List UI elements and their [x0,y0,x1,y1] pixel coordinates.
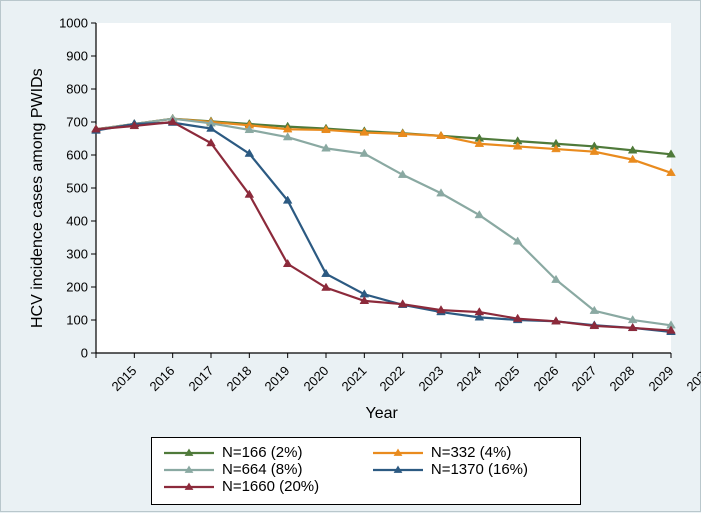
y-tick-label: 900 [48,49,88,64]
y-tick-label: 700 [48,115,88,130]
legend-item: N=664 (8%) [162,461,371,478]
series-marker-s4 [322,269,331,276]
legend-item: N=1660 (20%) [162,478,377,495]
y-tick-label: 500 [48,181,88,196]
y-axis-title: HCV incidence cases among PWIDs [29,68,47,328]
legend-item: N=332 (4%) [371,444,570,461]
y-tick-label: 600 [48,148,88,163]
legend-label: N=1370 (16%) [431,461,528,478]
chart-frame: 0100200300400500600700800900100020152016… [0,0,701,512]
legend-swatch [162,446,216,460]
legend-label: N=332 (4%) [431,444,511,461]
y-tick-label: 0 [48,346,88,361]
y-tick-label: 100 [48,313,88,328]
legend-swatch [371,446,425,460]
series-line-s3 [96,119,671,326]
y-tick-label: 800 [48,82,88,97]
y-tick-label: 1000 [48,16,88,31]
legend: N=166 (2%) N=332 (4%) N=664 (8%) N=1370 (16… [151,437,581,505]
legend-label: N=166 (2%) [222,444,302,461]
legend-item: N=166 (2%) [162,444,371,461]
legend-swatch [162,463,216,477]
legend-item: N=1370 (16%) [371,461,570,478]
y-tick-label: 200 [48,280,88,295]
legend-label: N=664 (8%) [222,461,302,478]
legend-label: N=1660 (20%) [222,478,319,495]
y-tick-label: 400 [48,214,88,229]
x-axis-title: Year [366,405,398,423]
y-tick-label: 300 [48,247,88,262]
legend-swatch [162,480,216,494]
legend-swatch [371,463,425,477]
series-line-s4 [96,123,671,332]
